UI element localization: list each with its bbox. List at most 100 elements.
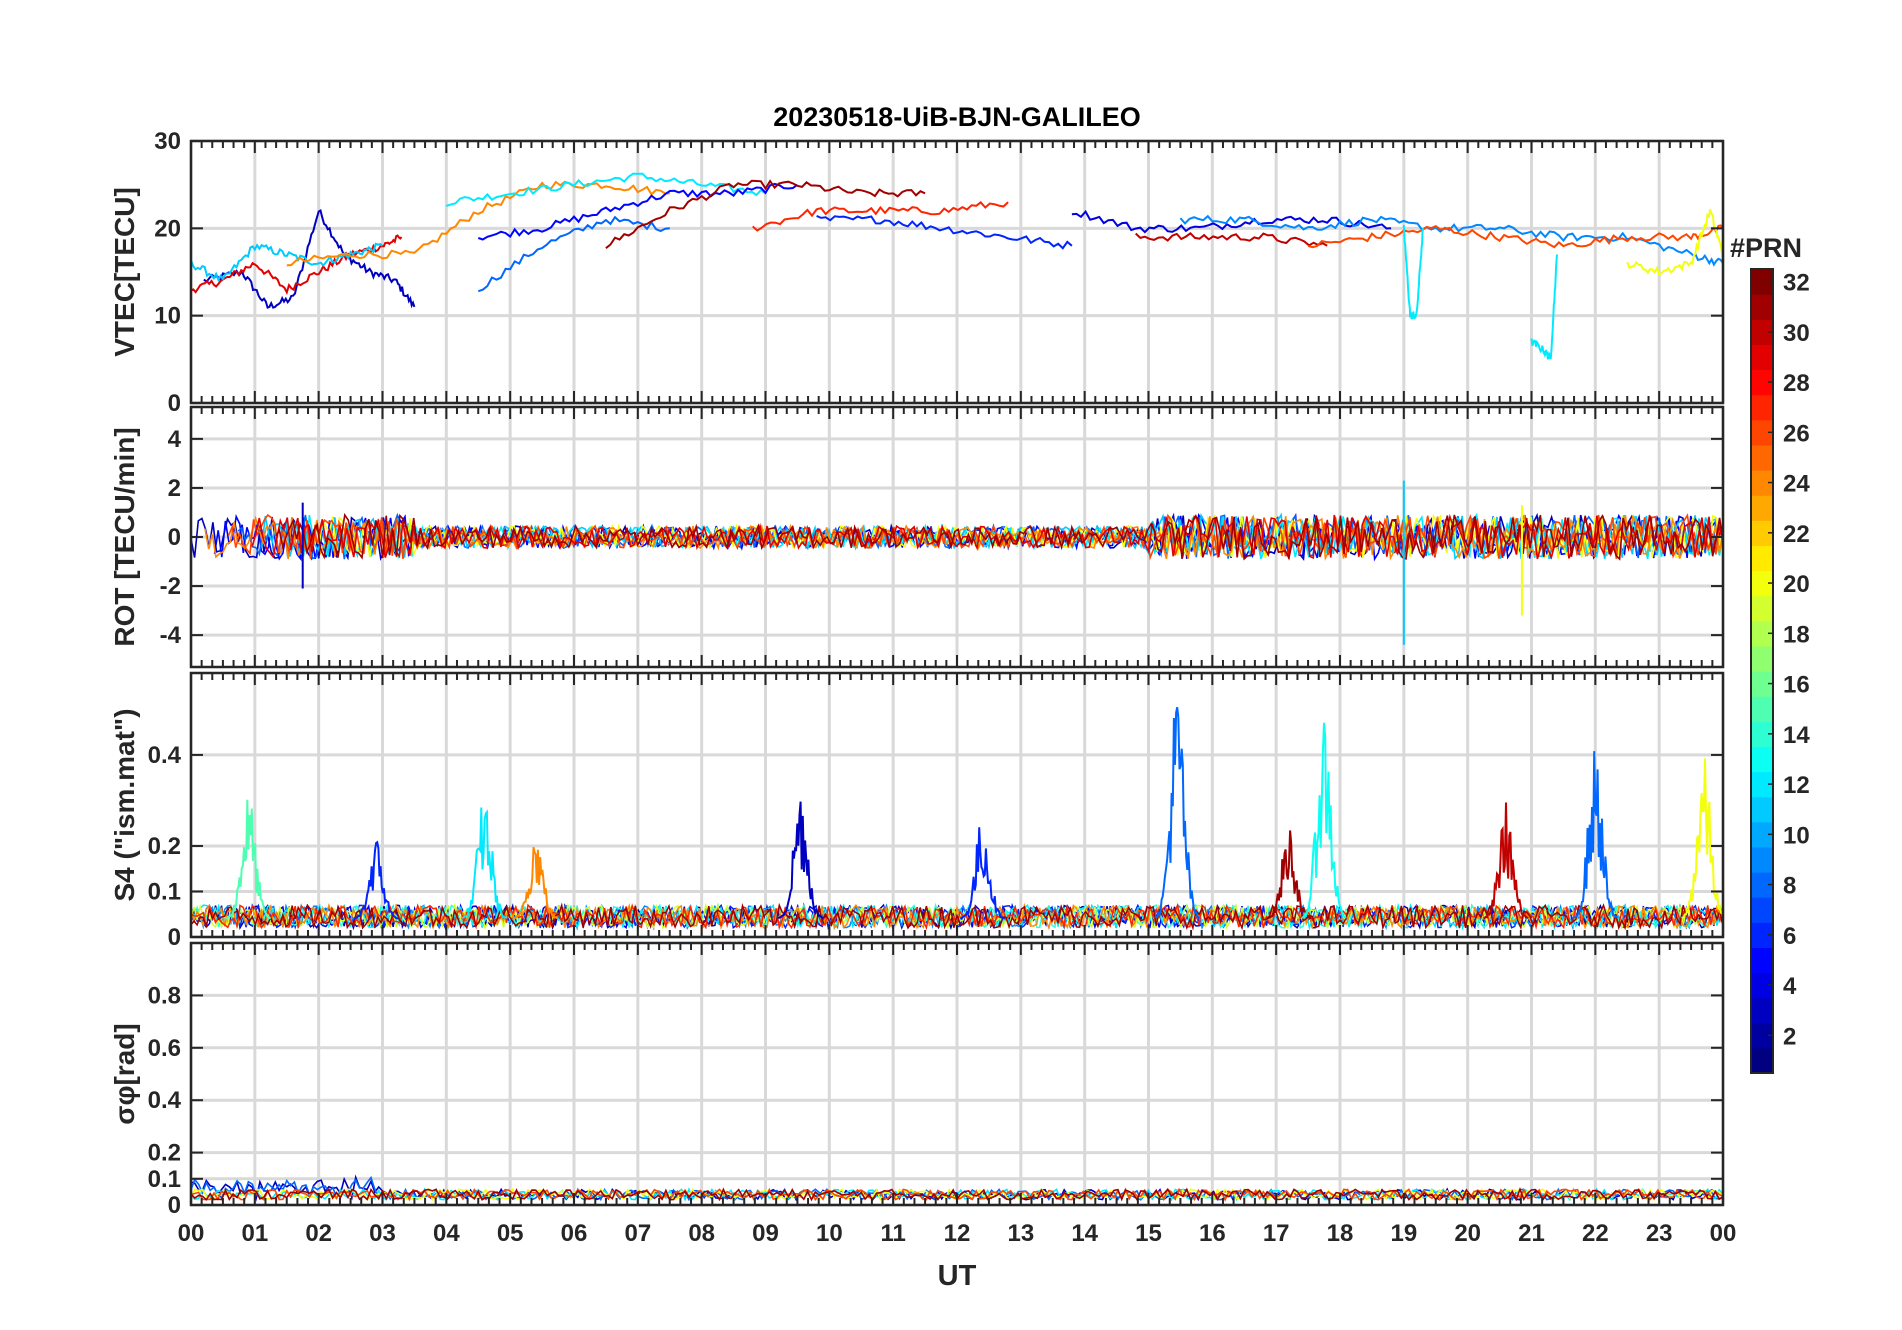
s4-peak-prn-31	[1266, 830, 1312, 920]
x-tick-label: 23	[1646, 1220, 1673, 1247]
s4-peak-prn-12	[461, 807, 508, 919]
chart-title: 20230518-UiB-BJN-GALILEO	[773, 102, 1141, 132]
colorbar-segment	[1751, 645, 1773, 672]
x-tick-label: 00	[178, 1220, 205, 1247]
x-tick-label: 15	[1135, 1220, 1162, 1247]
x-tick-label: 13	[1007, 1220, 1034, 1247]
vtec-series-prn-6	[816, 214, 1073, 250]
colorbar-segment	[1751, 771, 1773, 798]
colorbar-segment	[1751, 294, 1773, 320]
x-tick-label: 14	[1071, 1220, 1098, 1247]
vtec-series-prn-31	[605, 179, 926, 249]
x-tick-label: 17	[1263, 1220, 1290, 1247]
x-tick-label: 16	[1199, 1220, 1226, 1247]
y-tick-label: 0.8	[148, 982, 181, 1009]
y-tick-label: 0.4	[148, 1087, 182, 1114]
colorbar-tick-label: 24	[1783, 471, 1810, 498]
rot-series-prn-29	[251, 513, 1723, 560]
colorbar-segment	[1751, 746, 1773, 773]
y-tick-label: 0.1	[148, 878, 181, 905]
x-tick-label: 07	[624, 1220, 651, 1247]
colorbar-segment	[1751, 872, 1773, 898]
colorbar-segment	[1751, 947, 1773, 974]
colorbar-segment	[1751, 897, 1773, 923]
colorbar-segment	[1751, 821, 1773, 848]
colorbar-segment	[1751, 570, 1773, 597]
colorbar-segment	[1751, 269, 1773, 295]
s4-peak-prn-20	[1681, 758, 1723, 919]
x-tick-label: 02	[305, 1220, 332, 1247]
panel-s4: 0 0.1 0.2 0.4 S4 ("ism.mat")	[109, 671, 1725, 951]
y-tick-label: 20	[154, 215, 181, 242]
y-tick-label: 0.2	[148, 1140, 181, 1167]
x-tick-label: 22	[1582, 1220, 1609, 1247]
s4-peak-prn-3	[777, 801, 824, 920]
vtec-series-prn-30	[1135, 231, 1328, 247]
vtec-series-prn-20	[1626, 208, 1723, 276]
colorbar-frame	[1750, 268, 1774, 1074]
colorbar-segment	[1751, 419, 1773, 446]
colorbar-tick-label: 6	[1783, 923, 1796, 950]
colorbar-segment	[1751, 319, 1773, 345]
data-layer	[191, 480, 1723, 645]
colorbar-tick-label: 8	[1783, 873, 1796, 900]
vtec-series-prn-26	[1307, 224, 1723, 249]
s4-peak-prn-8	[1572, 751, 1619, 919]
s4-peak-prn-13	[1301, 722, 1347, 919]
panel-rot: -4 -2 0 2 4 ROT [TECU/min]	[109, 405, 1725, 669]
vtec-series-prn-27	[752, 201, 1009, 232]
colorbar-tick-label: 20	[1783, 571, 1810, 598]
vtec-series-prn-8	[477, 215, 670, 293]
x-tick-label: 01	[241, 1220, 268, 1247]
y-tick-label: -2	[160, 573, 181, 600]
x-tick-label: 05	[497, 1220, 524, 1247]
colorbar-segment	[1751, 620, 1773, 647]
y-tick-label: 0	[168, 524, 181, 551]
colorbar-segment	[1751, 796, 1773, 823]
vtec-series-prn-12	[1402, 225, 1424, 320]
y-axis-label-vtec: VTEC[TECU]	[109, 187, 140, 357]
colorbar-segment	[1751, 369, 1773, 396]
colorbar-tick-label: 12	[1783, 772, 1810, 799]
y-tick-label: 0	[168, 924, 181, 951]
colorbar-segment	[1751, 520, 1773, 546]
colorbar-tick-label: 2	[1783, 1023, 1796, 1050]
colorbar-tick-label: 10	[1783, 822, 1810, 849]
colorbar-segment	[1751, 972, 1773, 999]
colorbar-tick-label: 30	[1783, 320, 1810, 347]
colorbar-segment	[1751, 344, 1773, 371]
colorbar-segment	[1751, 1047, 1773, 1074]
rot-series-prn-11	[261, 512, 1723, 561]
vtec-series-prn-3	[203, 208, 416, 309]
y-tick-label: 0	[168, 1192, 181, 1219]
colorbar-segment	[1751, 696, 1773, 722]
colorbar-segment	[1751, 545, 1773, 572]
y-axis-label-sigma: σφ[rad]	[109, 1023, 140, 1124]
colorbar-tick-label: 26	[1783, 420, 1810, 447]
vtec-series-prn-5	[477, 182, 798, 241]
x-tick-label: 08	[688, 1220, 715, 1247]
s4-baseline-prn-31	[191, 902, 1723, 931]
colorbar-segment	[1751, 671, 1773, 697]
y-tick-label: 0.4	[148, 742, 182, 769]
x-tick-label: 19	[1390, 1220, 1417, 1247]
colorbar-tick-label: 22	[1783, 521, 1810, 548]
data-layer	[191, 172, 1723, 360]
y-tick-label: 0.2	[148, 833, 181, 860]
colorbar-segment	[1751, 846, 1773, 873]
x-tick-label: 18	[1327, 1220, 1354, 1247]
x-tick-label: 09	[752, 1220, 779, 1247]
colorbar-segment	[1751, 470, 1773, 496]
colorbar-segment	[1751, 922, 1773, 948]
s4-peak-prn-8	[1154, 707, 1201, 919]
x-tick-label: 00	[1710, 1220, 1737, 1247]
vtec-series-prn-12	[445, 172, 767, 207]
vtec-series-prn-29	[191, 234, 403, 295]
colorbar-tick-label: 32	[1783, 270, 1810, 297]
s4-peak-prn-6	[353, 840, 399, 920]
s4-peak-prn-30	[1483, 802, 1529, 920]
y-tick-label: 30	[154, 128, 181, 155]
panel-sigma: 00.10.2 0.4 0.6 0.8 σφ[rad] 00 01 02 03 04 05 06 07 0…	[109, 941, 1737, 1247]
colorbar-segment	[1751, 595, 1773, 622]
